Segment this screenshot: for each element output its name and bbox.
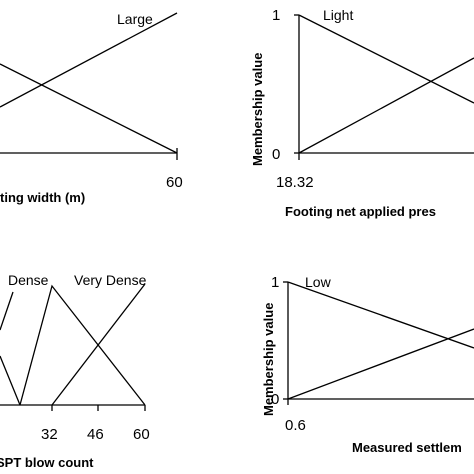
legend-label-very-dense: Very Dense	[74, 272, 147, 288]
y-tick-label-0: 0	[272, 146, 280, 163]
legend-label-low: Low	[305, 274, 332, 290]
series-medium-descent-line	[0, 355, 21, 406]
legend-label-large: Large	[117, 11, 153, 27]
x-tick-label-60: 60	[166, 174, 183, 191]
x-tick-label-0-6: 0.6	[285, 417, 306, 434]
y-tick-label-0: 0	[271, 391, 279, 408]
panel-spt-blow-count: Dense Very Dense 32 46 60 SPT blow count	[0, 272, 150, 470]
legend-label-dense: Dense	[8, 272, 49, 288]
panel-footing-width: Large 60 ting width (m)	[0, 11, 183, 205]
x-axis-title-spt: SPT blow count	[0, 455, 94, 470]
series-large-line	[0, 12, 178, 108]
series-light-line	[298, 14, 474, 104]
y-tick-label-1: 1	[272, 7, 280, 24]
series-high-line	[287, 328, 474, 400]
x-tick-label-32: 32	[41, 426, 58, 443]
y-axis-title-settlement: Membership value	[261, 303, 276, 416]
legend-label-light: Light	[323, 7, 353, 23]
x-tick-label-18-32: 18.32	[276, 174, 314, 191]
series-low-line	[287, 281, 474, 349]
series-very-dense-line	[51, 283, 146, 406]
series-dense-line	[19, 284, 146, 406]
x-axis-title-footing-width: ting width (m)	[0, 190, 85, 205]
x-tick-label-60: 60	[133, 426, 150, 443]
series-medium-line	[0, 291, 14, 331]
x-axis-title-settlement: Measured settlem	[352, 440, 462, 455]
series-small-line	[0, 63, 178, 154]
x-axis-title-pressure: Footing net applied pres	[285, 204, 436, 219]
panel-measured-settlement: 1 0 Low 0.6 Measured settlem Membership …	[261, 274, 474, 455]
x-tick-label-46: 46	[87, 426, 104, 443]
panel-footing-pressure: 1 0 Light 18.32 Footing net applied pres…	[250, 7, 474, 219]
series-heavy-line	[298, 57, 474, 154]
y-tick-label-1: 1	[271, 274, 279, 291]
y-axis-title-pressure: Membership value	[250, 53, 265, 166]
